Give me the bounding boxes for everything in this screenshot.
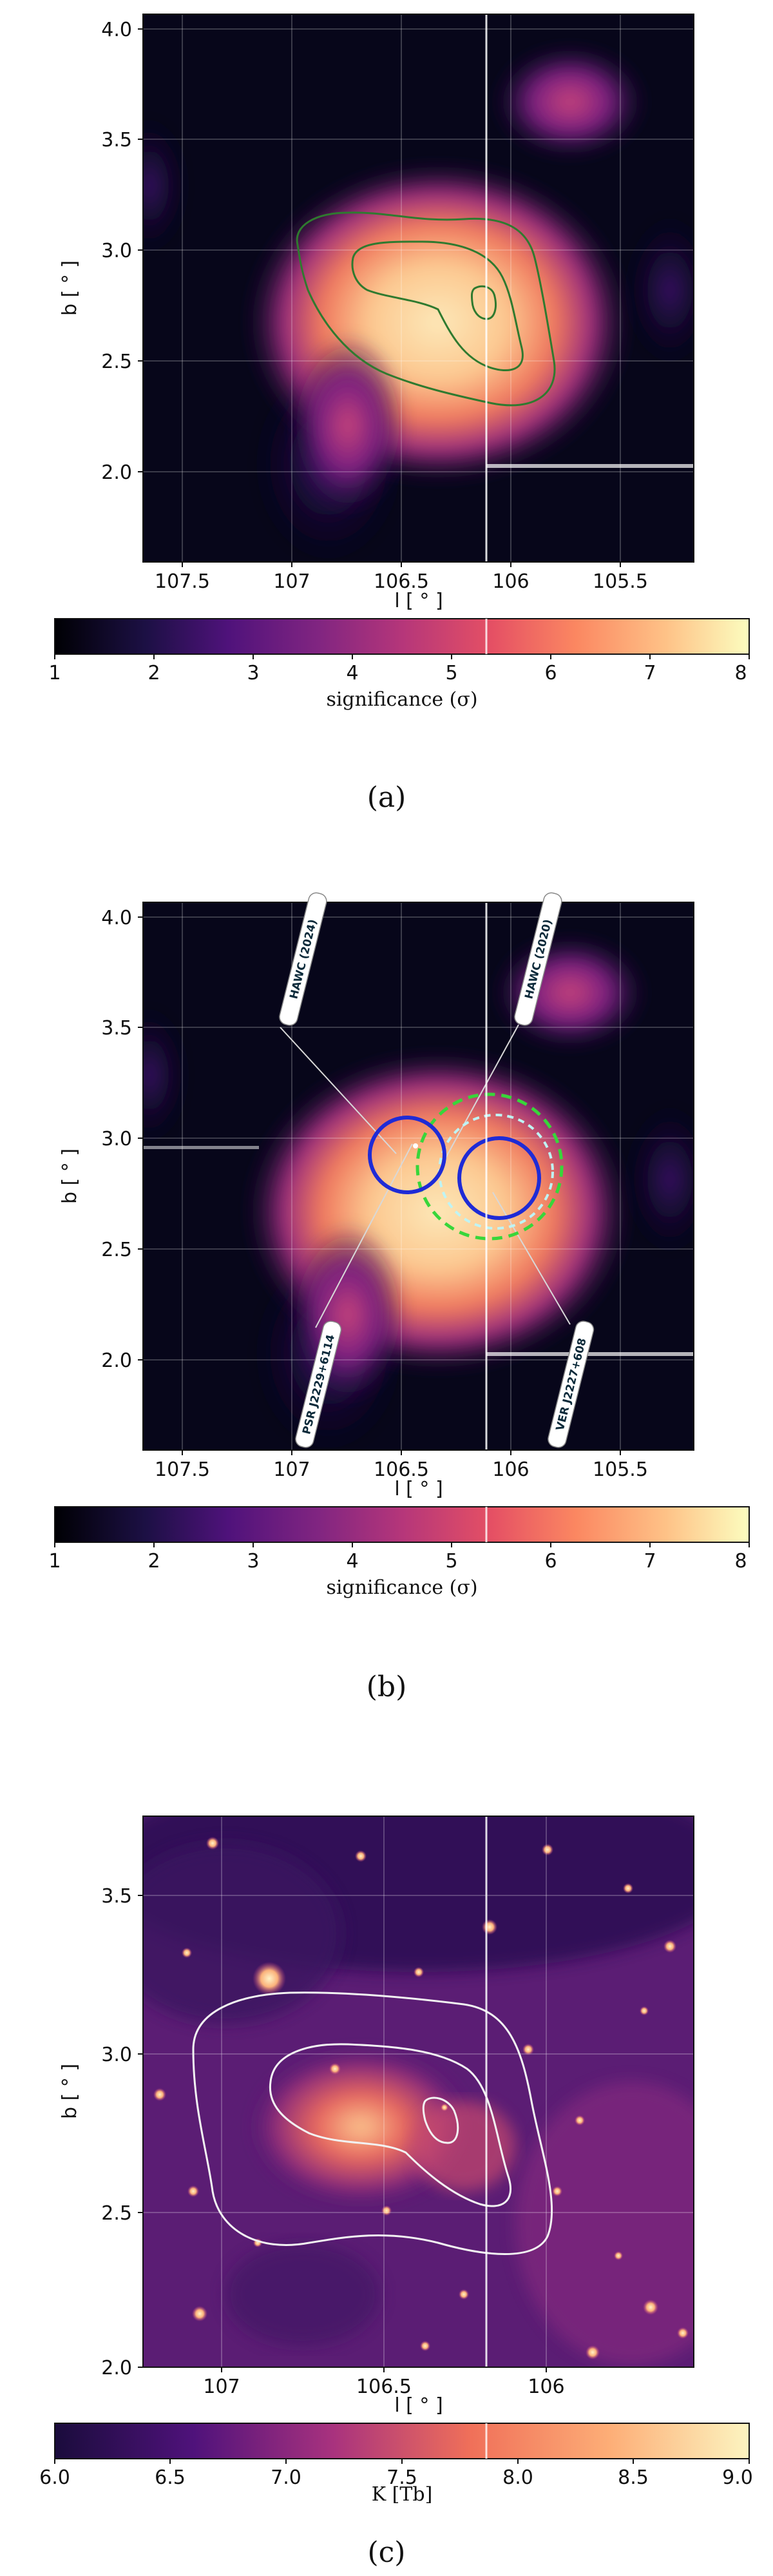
ytick-b-1: 3.5	[101, 1017, 132, 1040]
y-ticks-a	[138, 28, 143, 472]
xtick-a-0: 107.5	[155, 570, 210, 593]
panel-c-map	[143, 1816, 694, 2367]
colorbar-label-c: K [Tb]	[372, 2483, 433, 2506]
cbtick-c-3: 7.5	[386, 2466, 417, 2489]
xlabel-b: l [ ° ]	[394, 1478, 443, 1500]
cbtick-b-1: 2	[148, 1550, 160, 1573]
colorbar-label-a: significance (σ)	[326, 688, 477, 711]
cbtick-a-6: 7	[644, 662, 656, 684]
cbtick-a-0: 1	[48, 662, 61, 684]
ylabel-a: b [ ° ]	[59, 260, 81, 316]
xtick-b-1: 107	[273, 1458, 310, 1481]
ytick-b-2: 3.0	[101, 1128, 132, 1150]
ytick-a-2: 3.0	[101, 240, 132, 262]
xtick-b-3: 106	[492, 1458, 529, 1481]
cbtick-b-7: 8	[734, 1550, 747, 1573]
ytick-c-2: 2.5	[101, 2202, 132, 2225]
panel-c: 3.5 3.0 2.5 2.0 107 106.5 106 l [ ° ] b …	[39, 1816, 753, 2569]
cbtick-a-7: 8	[734, 662, 747, 684]
cbtick-c-1: 6.5	[155, 2466, 186, 2489]
ytick-b-0: 4.0	[101, 907, 132, 929]
colorbar-a: 1 2 3 4 5 6 7 8 significance (σ)	[48, 618, 750, 711]
colorbar-c: 6.0 6.5 7.0 7.5 8.0 8.5 9.0 K [Tb]	[39, 2423, 753, 2506]
y-ticks-c	[138, 1895, 143, 2368]
panel-a: 4.0 3.5 3.0 2.5 2.0 107.5 107 106.5 106 …	[48, 14, 750, 814]
ytick-b-3: 2.5	[101, 1239, 132, 1261]
cbtick-a-2: 3	[247, 662, 259, 684]
cbtick-b-4: 5	[445, 1550, 457, 1573]
point-sources	[153, 1837, 689, 2359]
cbtick-b-2: 3	[247, 1550, 259, 1573]
cbtick-c-5: 8.5	[618, 2466, 649, 2489]
xtick-a-3: 106	[492, 570, 529, 593]
cbtick-c-0: 6.0	[39, 2466, 70, 2489]
cbtick-a-5: 6	[544, 662, 557, 684]
x-ticks-a	[182, 562, 621, 567]
ytick-a-3: 2.5	[101, 351, 132, 373]
cbtick-a-3: 4	[346, 662, 358, 684]
green-dashed-circle	[415, 1092, 564, 1241]
cbtick-a-4: 5	[445, 662, 457, 684]
caption-a: (a)	[367, 781, 406, 814]
ytick-a-4: 2.0	[101, 461, 132, 484]
colorbar-b: 1 2 3 4 5 6 7 8 significance (σ)	[48, 1506, 750, 1599]
xtick-a-2: 106.5	[374, 570, 429, 593]
colorbar-label-b: significance (σ)	[326, 1576, 477, 1599]
cbtick-c-6: 9.0	[722, 2466, 753, 2489]
caption-c: (c)	[368, 2536, 406, 2569]
x-ticks-c	[221, 2367, 547, 2372]
xtick-a-4: 105.5	[593, 570, 648, 593]
hawc-2024-circle	[368, 1116, 446, 1194]
xtick-c-0: 107	[203, 2376, 240, 2398]
cbtick-c-4: 8.0	[502, 2466, 533, 2489]
contours-c	[192, 1991, 553, 2255]
x-ticks-b	[182, 1450, 621, 1455]
xtick-b-0: 107.5	[155, 1458, 210, 1481]
hawc-2020-circle	[457, 1136, 541, 1220]
ytick-a-0: 4.0	[101, 19, 132, 41]
ytick-c-1: 3.0	[101, 2044, 132, 2066]
xtick-a-1: 107	[273, 570, 310, 593]
xlabel-a: l [ ° ]	[394, 590, 443, 612]
ytick-c-3: 2.0	[101, 2357, 132, 2379]
cbtick-b-6: 7	[644, 1550, 656, 1573]
cbtick-a-1: 2	[148, 662, 160, 684]
caption-b: (b)	[367, 1671, 407, 1703]
xlabel-c: l [ ° ]	[394, 2394, 443, 2417]
ytick-a-1: 3.5	[101, 129, 132, 151]
ytick-c-0: 3.5	[101, 1885, 132, 1908]
ylabel-c: b [ ° ]	[59, 2064, 81, 2119]
cbtick-b-3: 4	[346, 1550, 358, 1573]
panel-b-heatmap	[143, 902, 694, 1450]
ytick-b-4: 2.0	[101, 1350, 132, 1372]
y-ticks-b	[138, 916, 143, 1361]
xtick-c-2: 106	[528, 2376, 564, 2398]
psr-point	[413, 1143, 418, 1148]
cbtick-b-5: 6	[544, 1550, 557, 1573]
xtick-b-2: 106.5	[374, 1458, 429, 1481]
xtick-c-1: 106.5	[356, 2376, 412, 2398]
cbtick-c-2: 7.0	[271, 2466, 301, 2489]
ylabel-b: b [ ° ]	[59, 1148, 81, 1204]
panel-b: HAWC (2024) HAWC (2020) PSR J2229+6114 V…	[48, 892, 750, 1703]
xtick-b-4: 105.5	[593, 1458, 648, 1481]
panel-a-heatmap	[143, 14, 694, 562]
cbtick-b-0: 1	[48, 1550, 61, 1573]
